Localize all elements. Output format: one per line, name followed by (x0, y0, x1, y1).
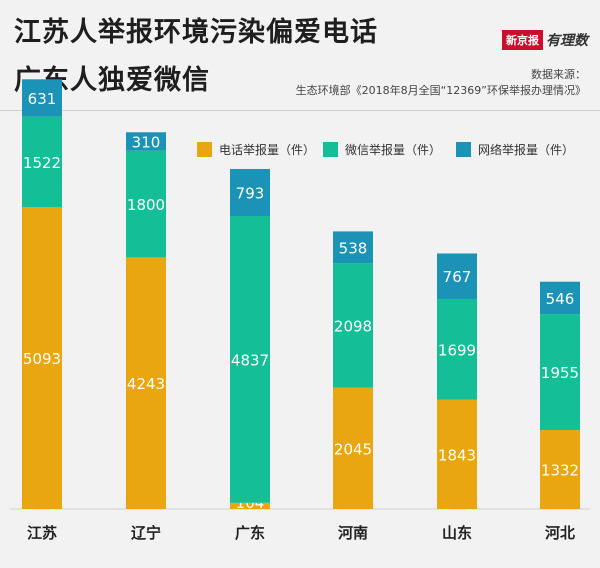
data-label: 5093 (23, 350, 61, 368)
logo-suffix: 有理数 (546, 33, 588, 49)
data-label: 1699 (438, 341, 476, 359)
legend-label: 网络举报量（件） (478, 142, 574, 157)
legend-swatch (323, 142, 338, 157)
bar-segment (126, 150, 166, 258)
bar-segment (437, 399, 477, 509)
category-label: 江苏 (27, 524, 57, 542)
category-label: 广东 (235, 524, 265, 542)
data-label: 1522 (23, 154, 61, 172)
data-label: 1800 (127, 196, 165, 214)
data-label: 1955 (541, 364, 579, 382)
bar-segment (22, 116, 62, 207)
publisher-logo: 新京报 有理数 (502, 30, 588, 50)
header-divider (0, 110, 600, 111)
logo-brand: 新京报 (502, 30, 543, 50)
category-label: 山东 (442, 524, 472, 542)
bar-segment (126, 132, 166, 151)
legend-swatch (456, 142, 471, 157)
data-label: 2098 (334, 318, 372, 336)
data-label: 538 (339, 239, 368, 257)
legend-label: 电话举报量（件） (219, 142, 315, 157)
data-label: 546 (546, 290, 575, 308)
bar-segment (540, 430, 580, 509)
source-text: 生态环境部《2018年8月全国“12369”环保举报办理情况》 (295, 84, 586, 97)
bar-segment (333, 387, 373, 509)
category-label: 河南 (338, 524, 368, 542)
bar-segment (333, 231, 373, 264)
legend-swatch (197, 142, 212, 157)
bar-segment (230, 215, 270, 503)
bar-segment (540, 281, 580, 315)
data-label: 2045 (334, 440, 372, 458)
bar-segment (333, 263, 373, 388)
data-label: 4243 (127, 375, 165, 393)
data-label: 310 (132, 133, 161, 151)
data-label: 793 (236, 184, 265, 202)
data-label: 1843 (438, 446, 476, 464)
bar-segment (437, 298, 477, 400)
source-label: 数据来源： (531, 68, 586, 81)
data-label: 767 (443, 268, 472, 286)
bar-segment (437, 253, 477, 299)
bar-segment (540, 314, 580, 431)
chart-title-line1: 江苏人举报环境污染偏爱电话 (14, 17, 378, 48)
data-label: 631 (28, 90, 57, 108)
data-label: 4837 (231, 351, 269, 369)
category-label: 河北 (545, 524, 575, 542)
bar-segment (22, 206, 62, 509)
data-label: 1332 (541, 462, 579, 480)
bar-segment (230, 168, 270, 216)
category-label: 辽宁 (131, 524, 161, 542)
legend-label: 微信举报量（件） (345, 142, 441, 157)
bar-segment (230, 502, 270, 509)
bar-segment (126, 257, 166, 509)
bar-segment (22, 79, 62, 117)
